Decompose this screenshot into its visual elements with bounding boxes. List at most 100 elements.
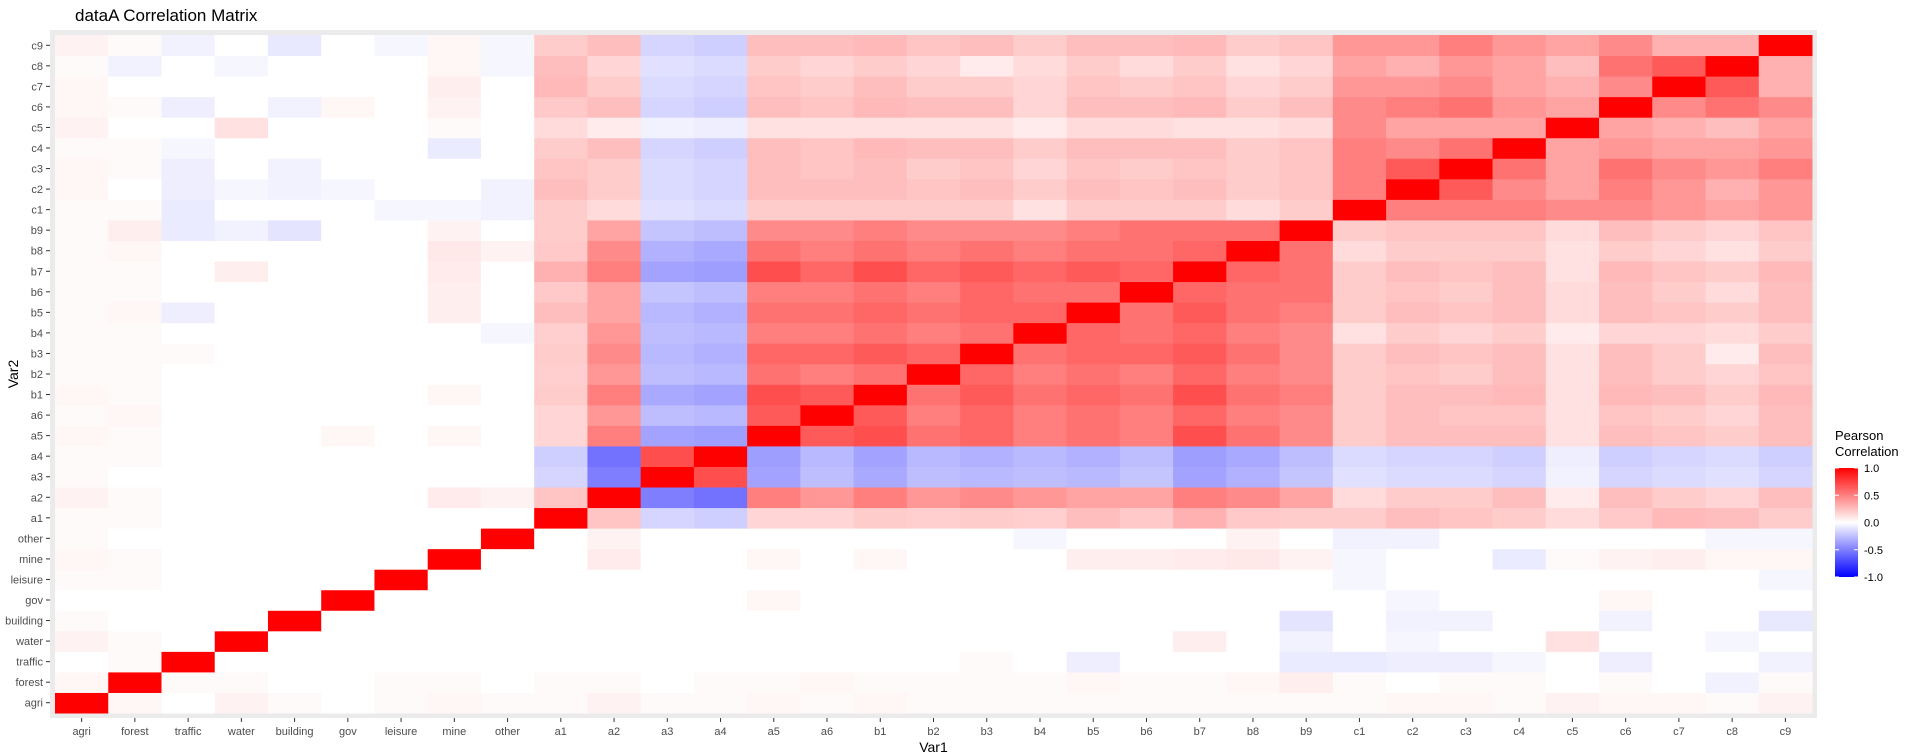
heatmap-cell [214, 55, 269, 77]
heatmap-cell [1386, 35, 1440, 57]
heatmap-cell [1705, 425, 1760, 447]
heatmap-cell [55, 343, 109, 365]
heatmap-cell [747, 487, 801, 509]
heatmap-cell [374, 240, 429, 262]
heatmap-cell [640, 445, 695, 467]
heatmap-cell [161, 425, 216, 447]
heatmap-cell [1332, 55, 1387, 77]
heatmap-cell [1013, 240, 1068, 262]
heatmap-cell [214, 240, 269, 262]
x-tick-label: b9 [1300, 726, 1312, 738]
heatmap-cell [960, 117, 1014, 139]
y-tick-label: c8 [31, 61, 43, 73]
heatmap-cell [1119, 137, 1174, 159]
heatmap-cell [55, 76, 109, 98]
heatmap-cell [1386, 76, 1440, 98]
heatmap-cell [1758, 548, 1813, 570]
heatmap-cell [427, 261, 482, 283]
heatmap-cell [1279, 466, 1334, 488]
heatmap-cell [534, 671, 588, 693]
heatmap-cell [534, 610, 588, 632]
heatmap-cell [108, 692, 162, 714]
heatmap-cell [267, 240, 322, 262]
heatmap-cell [108, 219, 162, 241]
x-tick-label: building [276, 726, 314, 738]
heatmap-cell [1066, 630, 1121, 652]
heatmap-cell [1332, 569, 1387, 591]
heatmap-cell [1492, 671, 1547, 693]
x-tick-label: b3 [981, 726, 993, 738]
heatmap-cell [1226, 178, 1281, 200]
heatmap-cell [161, 671, 216, 693]
y-tick-label: other [18, 533, 43, 545]
heatmap-cell [480, 158, 535, 180]
heatmap-cell [108, 630, 162, 652]
heatmap-cell [906, 569, 961, 591]
heatmap-cell [267, 528, 322, 550]
heatmap-cell [800, 651, 855, 673]
heatmap-cell [321, 589, 375, 611]
heatmap-cell [747, 240, 801, 262]
heatmap-cell [1599, 363, 1653, 385]
heatmap-cell [480, 692, 535, 714]
heatmap-cell [906, 692, 961, 714]
heatmap-cell [1173, 466, 1227, 488]
heatmap-cell [374, 261, 429, 283]
heatmap-cell [321, 384, 375, 406]
heatmap-cell [108, 35, 162, 57]
heatmap-cell [1652, 322, 1707, 344]
heatmap-cell [853, 96, 908, 118]
heatmap-cell [374, 610, 429, 632]
heatmap-cell [747, 589, 801, 611]
heatmap-cell [693, 55, 748, 77]
heatmap-cell [427, 445, 482, 467]
heatmap-cell [214, 343, 269, 365]
heatmap-cell [1066, 445, 1121, 467]
heatmap-cell [1386, 158, 1440, 180]
heatmap-cell [1119, 466, 1174, 488]
heatmap-cell [1705, 548, 1760, 570]
heatmap-cell [1066, 55, 1121, 77]
heatmap-cell [214, 158, 269, 180]
heatmap-cell [1386, 199, 1440, 221]
heatmap-cell [587, 302, 642, 324]
y-tick-label: mine [19, 554, 43, 566]
heatmap-cell [1226, 528, 1281, 550]
heatmap-cell [1119, 178, 1174, 200]
heatmap-cell [1439, 671, 1494, 693]
heatmap-cell [1013, 322, 1068, 344]
heatmap-cell [1332, 281, 1387, 303]
heatmap-cell [1758, 261, 1813, 283]
heatmap-cell [747, 548, 801, 570]
heatmap-cell [1705, 322, 1760, 344]
heatmap-cell [1332, 630, 1387, 652]
heatmap-cell [587, 261, 642, 283]
heatmap-cell [1332, 404, 1387, 426]
heatmap-cell [1066, 219, 1121, 241]
heatmap-cell [960, 569, 1014, 591]
heatmap-cell [321, 178, 375, 200]
heatmap-cell [480, 96, 535, 118]
heatmap-cell [1599, 466, 1653, 488]
heatmap-cell [587, 199, 642, 221]
heatmap-cell [161, 610, 216, 632]
heatmap-cell [853, 178, 908, 200]
heatmap-cell [1173, 76, 1227, 98]
heatmap-cell [214, 117, 269, 139]
heatmap-cell [906, 261, 961, 283]
heatmap-cell [1173, 137, 1227, 159]
heatmap-cell [267, 261, 322, 283]
heatmap-cell [55, 219, 109, 241]
legend-tick-label: 0.0 [1864, 518, 1879, 530]
heatmap-cell [1173, 240, 1227, 262]
heatmap-cell [800, 404, 855, 426]
heatmap-cell [853, 630, 908, 652]
heatmap-cell [853, 137, 908, 159]
heatmap-cell [108, 528, 162, 550]
heatmap-cell [800, 363, 855, 385]
heatmap-cell [374, 671, 429, 693]
heatmap-cell [1386, 261, 1440, 283]
heatmap-cell [321, 117, 375, 139]
heatmap-cell [640, 158, 695, 180]
heatmap-cell [1066, 117, 1121, 139]
